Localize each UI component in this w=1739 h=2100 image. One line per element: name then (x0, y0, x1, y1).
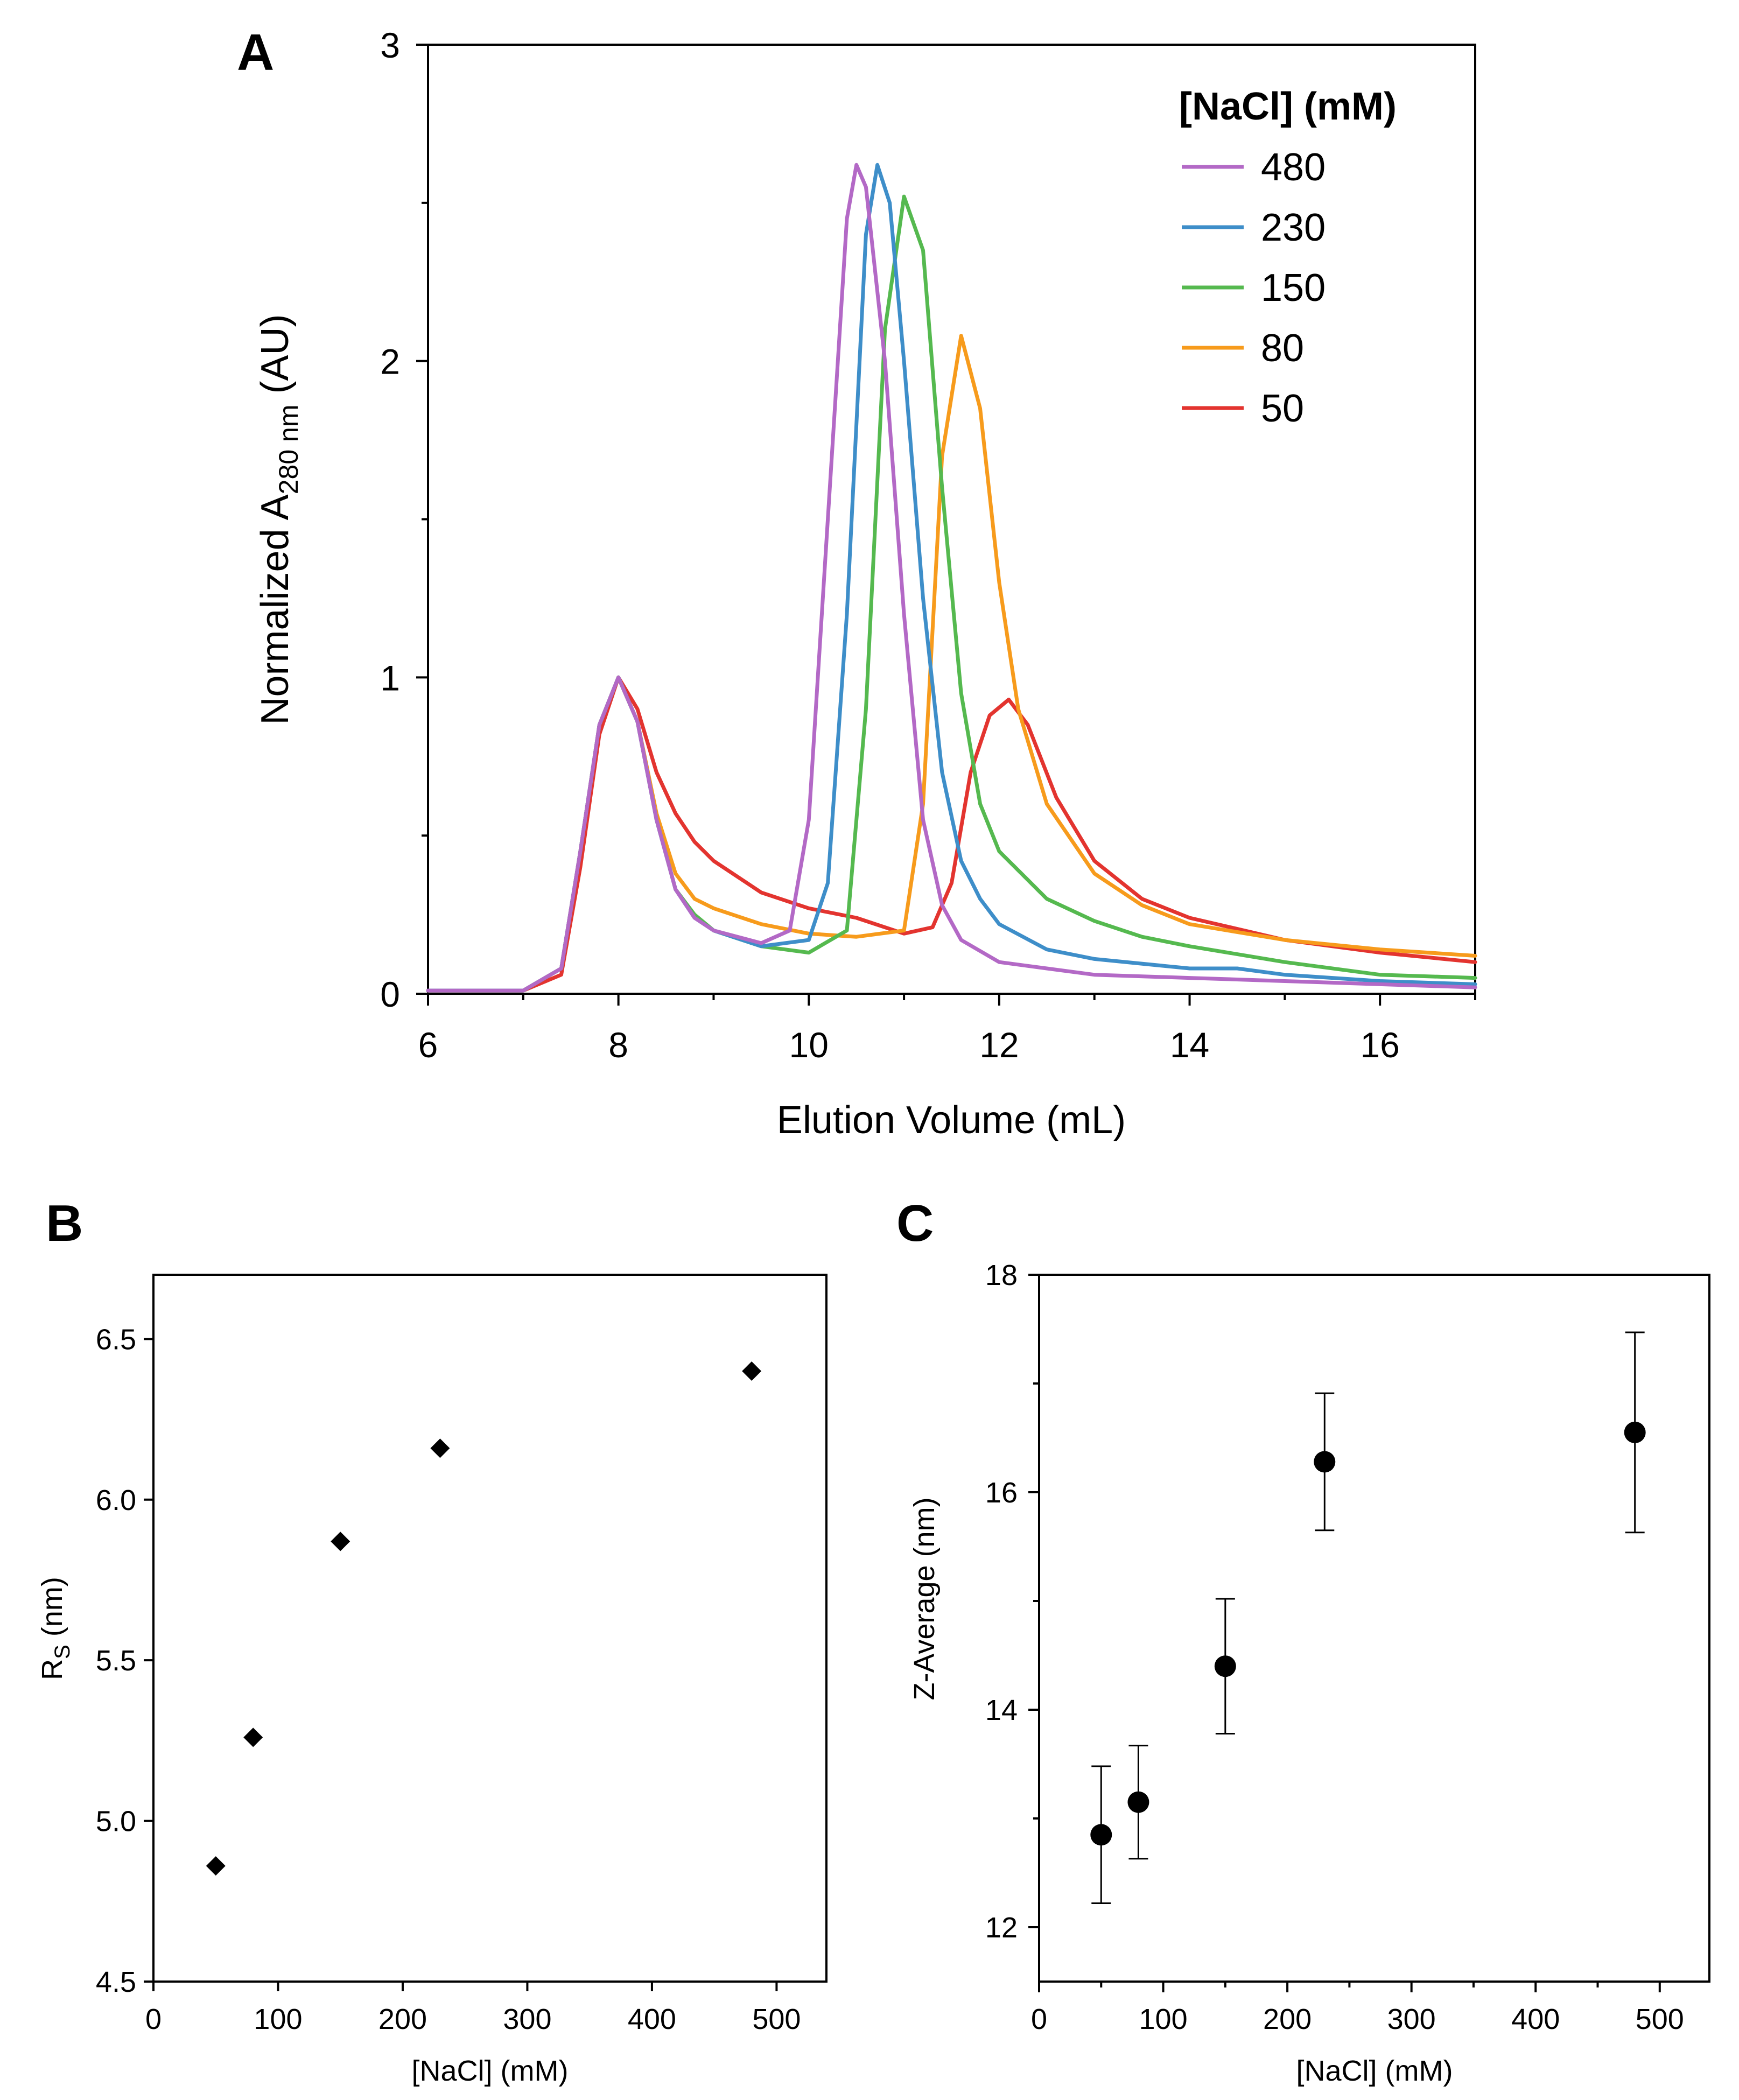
x-tick-label: 500 (752, 2003, 801, 2035)
panel-b-y-axis-label: RS (nm) (36, 1577, 74, 1680)
zavg-data-point (1624, 1421, 1646, 1443)
zavg-data-point (1214, 1655, 1236, 1677)
y-tick-label: 16 (985, 1477, 1018, 1509)
rs-data-point (206, 1856, 226, 1876)
legend-label-230: 230 (1261, 206, 1326, 249)
x-tick-label: 0 (145, 2003, 162, 2035)
x-tick-label: 300 (1387, 2003, 1436, 2035)
rs-data-point (331, 1532, 350, 1551)
x-tick-label: 8 (608, 1025, 628, 1065)
panel-a-y-label-sub: 280 nm (274, 405, 304, 495)
y-tick-label: 5.0 (96, 1806, 136, 1838)
zavg-data-point (1314, 1451, 1336, 1473)
panel-letter-b: B (46, 1195, 83, 1252)
y-tick-label: 3 (380, 25, 400, 65)
y-tick-label: 14 (985, 1694, 1018, 1726)
y-tick-label: 1 (380, 658, 400, 698)
panel-letter-c: C (896, 1195, 934, 1252)
trace-480-mm (426, 163, 1477, 993)
legend-label-50: 50 (1261, 387, 1304, 430)
x-tick-label: 100 (254, 2003, 302, 2035)
legend-label-80: 80 (1261, 327, 1304, 370)
panel-b-y-label-sub: S (51, 1645, 74, 1659)
rs-data-point (430, 1438, 450, 1458)
x-tick-label: 14 (1170, 1025, 1209, 1065)
y-tick-label: 4.5 (96, 1966, 136, 1998)
panel-b-frame (152, 1274, 828, 1983)
panel-b-y-label-suffix: (nm) (36, 1577, 68, 1645)
panel-c-x-axis-label: [NaCl] (mM) (1296, 2055, 1453, 2087)
y-tick-label: 5.5 (96, 1645, 136, 1677)
y-tick-label: 0 (380, 974, 400, 1014)
x-tick-label: 100 (1139, 2003, 1188, 2035)
zavg-data-point (1127, 1791, 1149, 1813)
legend-label-480: 480 (1261, 146, 1326, 189)
panel-letter-a: A (237, 24, 274, 81)
panel-b-x-axis-label: [NaCl] (mM) (412, 2055, 569, 2087)
x-tick-label: 400 (628, 2003, 676, 2035)
legend-title: [NaCl] (mM) (1179, 85, 1397, 128)
legend-label-150: 150 (1261, 266, 1326, 310)
y-tick-label: 6.5 (96, 1323, 136, 1355)
trace-80-mm (426, 334, 1477, 993)
x-tick-label: 300 (503, 2003, 551, 2035)
zavg-data-point (1090, 1824, 1112, 1846)
x-tick-label: 200 (378, 2003, 427, 2035)
y-tick-label: 2 (380, 342, 400, 382)
y-tick-label: 18 (985, 1259, 1018, 1291)
panel-b-y-label-main: R (36, 1659, 68, 1680)
x-tick-label: 0 (1031, 2003, 1047, 2035)
panel-a-x-axis-label: Elution Volume (mL) (777, 1099, 1126, 1142)
x-tick-label: 200 (1263, 2003, 1312, 2035)
legend: [NaCl] (mM) 480 230 150 80 50 (1179, 85, 1397, 430)
x-tick-label: 10 (789, 1025, 829, 1065)
panel-c-zavg-chart: 0 100 200 300 400 500 12 14 16 18 [NaCl] (mM) Z-A… (908, 1259, 1710, 2087)
panel-a-y-axis-label: Normalized A280 nm (AU) (254, 314, 304, 725)
rs-data-point (742, 1361, 762, 1381)
panel-b-rs-chart: 0 100 200 300 400 500 4.5 5.0 5.5 6.0 6.5 [NaCl] (… (36, 1274, 828, 2087)
rs-data-point (243, 1727, 263, 1747)
panel-c-y-axis-label: Z-Average (nm) (908, 1497, 941, 1700)
panel-a-y-label-suffix: (AU) (254, 314, 297, 405)
trace-150-mm (426, 194, 1477, 993)
x-tick-label: 400 (1511, 2003, 1560, 2035)
panel-a-y-label-main: Normalized A (254, 494, 297, 725)
x-tick-label: 12 (979, 1025, 1019, 1065)
x-tick-label: 6 (418, 1025, 438, 1065)
x-tick-label: 16 (1360, 1025, 1399, 1065)
y-tick-label: 6.0 (96, 1484, 136, 1516)
y-tick-label: 12 (985, 1912, 1018, 1944)
panel-c-frame (1038, 1274, 1710, 1983)
x-tick-label: 500 (1636, 2003, 1684, 2035)
